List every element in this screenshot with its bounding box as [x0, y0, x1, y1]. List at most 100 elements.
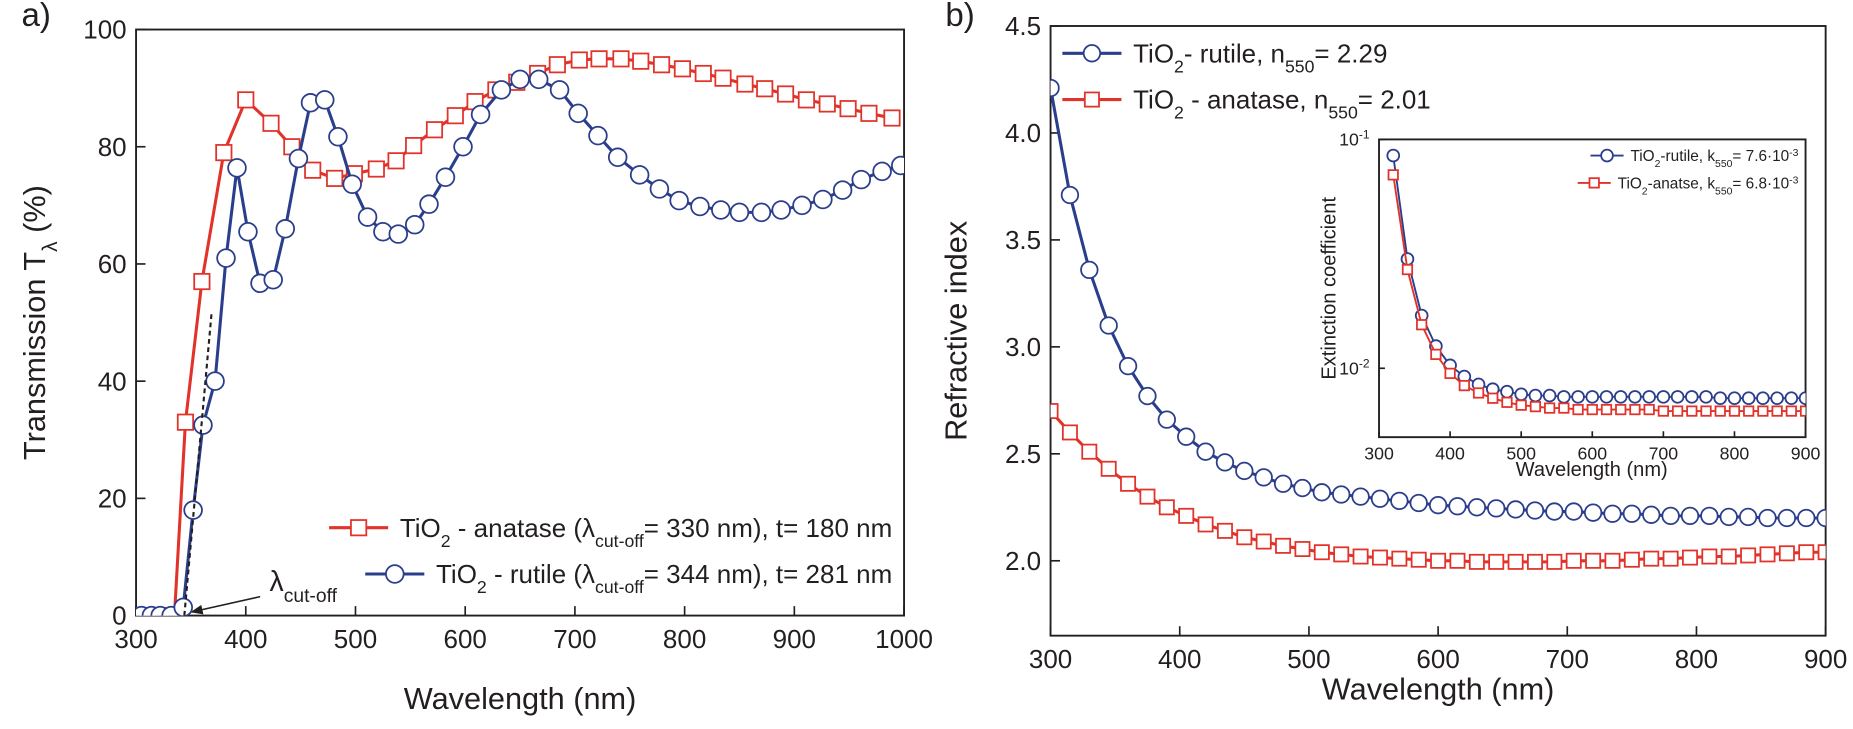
- marker: [1700, 506, 1719, 526]
- marker: [568, 103, 588, 124]
- marker: [860, 104, 878, 122]
- marker: [588, 125, 608, 146]
- marker: [1351, 487, 1370, 506]
- marker: [435, 167, 456, 187]
- annotation-arrow: [190, 595, 261, 615]
- marker: [1545, 502, 1564, 521]
- y-tick-label: 0: [112, 601, 126, 631]
- legend-label-part: - anatase (λ: [451, 513, 595, 543]
- marker: [1670, 390, 1685, 404]
- marker: [714, 69, 732, 87]
- x-tick-label: 500: [334, 624, 377, 654]
- marker: [1370, 489, 1390, 508]
- marker: [632, 52, 650, 70]
- marker: [510, 69, 530, 90]
- marker: [193, 272, 211, 291]
- marker: [183, 500, 203, 520]
- inset-frame: [1378, 138, 1807, 439]
- marker: [216, 248, 236, 268]
- marker: [1770, 391, 1784, 405]
- y-tick-label-exponent: -1: [1359, 128, 1370, 142]
- legend-label: TiO2-rutile, k550= 7.6·10-3: [1630, 147, 1798, 169]
- legend-marker: [1083, 91, 1100, 108]
- marker: [1785, 405, 1797, 417]
- marker: [1656, 390, 1671, 404]
- marker: [1557, 390, 1571, 404]
- marker: [1178, 507, 1195, 524]
- marker: [1468, 553, 1485, 570]
- legend-label-part: TiO: [1133, 38, 1174, 68]
- marker: [315, 90, 335, 110]
- x-tick-label: 800: [1720, 443, 1750, 463]
- marker: [357, 207, 378, 227]
- x-tick-label: 500: [1287, 644, 1330, 674]
- marker: [1758, 508, 1777, 528]
- marker: [1525, 501, 1545, 520]
- legend-label-part: TiO: [400, 513, 441, 543]
- legend-label: TiO2 - anatase (λcut-off= 330 nm), t= 18…: [400, 513, 892, 551]
- y-axis-title: Extinction coefficient: [1318, 197, 1340, 380]
- marker: [872, 161, 892, 182]
- marker: [1458, 379, 1470, 392]
- legend-label-part: -rutile, k: [1660, 148, 1715, 165]
- marker: [1771, 405, 1783, 417]
- marker: [1784, 391, 1799, 405]
- legend-label-part: = 2.01: [1358, 85, 1431, 115]
- legend-label-part: - rutile (λ: [487, 559, 595, 589]
- marker: [1671, 405, 1684, 417]
- legend-label-part: 550: [1715, 158, 1733, 169]
- marker: [1817, 544, 1826, 561]
- x-tick-label: 700: [1649, 443, 1679, 463]
- legend-label-part: 2: [1174, 103, 1184, 123]
- marker: [673, 60, 691, 78]
- marker: [891, 155, 905, 176]
- marker: [173, 597, 193, 616]
- marker: [736, 75, 754, 93]
- marker: [1428, 496, 1448, 515]
- legend-label: TiO2- rutile, n550= 2.29: [1133, 38, 1387, 76]
- marker: [1118, 356, 1138, 376]
- y-tick-label: 4.5: [1005, 11, 1041, 41]
- marker: [446, 107, 464, 125]
- marker: [419, 194, 439, 214]
- legend-label-part: 2: [1174, 56, 1184, 76]
- y-axis-title: Transmission Tλ (%): [17, 185, 62, 460]
- marker: [1622, 504, 1642, 523]
- marker: [491, 80, 512, 100]
- series: [1050, 403, 1826, 570]
- marker: [1100, 460, 1117, 477]
- y-axis-title-part: Transmission T: [17, 252, 52, 460]
- marker: [813, 189, 833, 210]
- marker: [1657, 405, 1669, 417]
- legend-label-part: TiO: [1630, 148, 1654, 165]
- marker: [1613, 390, 1628, 404]
- marker: [367, 160, 385, 178]
- x-tick-label: 300: [114, 624, 157, 654]
- y-tick-label: 80: [98, 132, 127, 162]
- annotation-part: λ: [270, 566, 284, 598]
- marker: [1060, 185, 1080, 205]
- marker: [1558, 402, 1570, 414]
- y-axis-title: Refractive index: [939, 220, 974, 441]
- marker: [326, 169, 344, 187]
- marker: [1643, 550, 1660, 567]
- y-axis-title-part: λ: [39, 241, 62, 252]
- marker: [1215, 453, 1235, 472]
- marker: [1235, 461, 1254, 481]
- marker: [1515, 399, 1527, 411]
- marker: [1741, 391, 1756, 405]
- x-tick-label: 400: [1158, 644, 1201, 674]
- marker: [304, 161, 322, 179]
- marker: [792, 195, 812, 216]
- marker: [1685, 390, 1699, 404]
- marker: [1528, 388, 1543, 403]
- marker: [1294, 541, 1311, 557]
- marker: [1738, 507, 1758, 527]
- marker: [1661, 506, 1680, 526]
- marker: [1599, 390, 1614, 404]
- marker: [215, 144, 233, 162]
- marker: [1816, 508, 1826, 528]
- marker: [1604, 552, 1621, 569]
- panel-label: a): [21, 0, 50, 34]
